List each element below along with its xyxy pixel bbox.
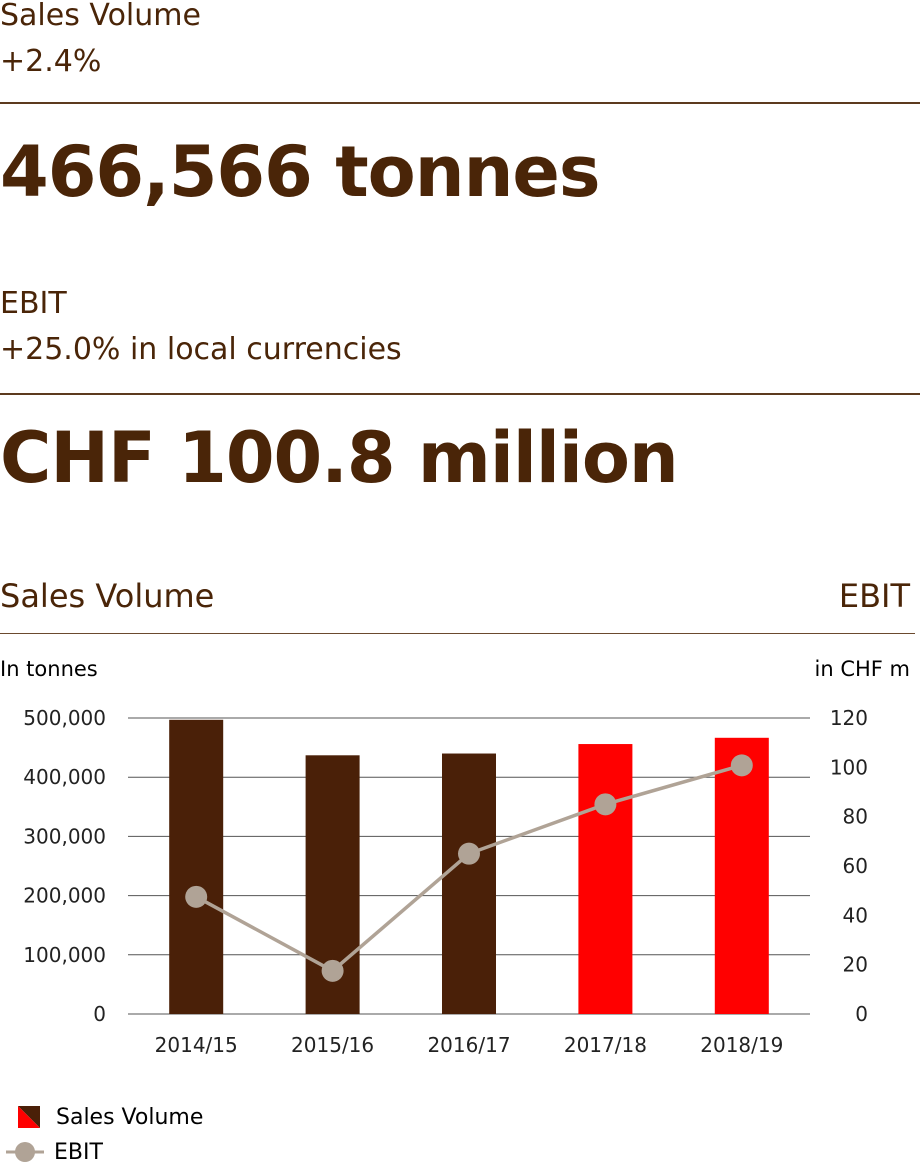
chart-right-title: EBIT [838, 577, 910, 615]
y-left-tick-label: 0 [93, 1002, 106, 1026]
sales-volume-bar [442, 753, 496, 1014]
sales-volume-bar [578, 744, 633, 1014]
y-left-tick-label: 300,000 [23, 824, 106, 848]
y-right-tick-label: 100 [830, 755, 868, 779]
x-tick-label: 2015/16 [291, 1033, 374, 1057]
divider [0, 393, 920, 395]
x-tick-label: 2017/18 [564, 1033, 647, 1057]
sales-kpi-change: +2.4% [0, 44, 102, 79]
legend-label-sales: Sales Volume [56, 1104, 204, 1130]
y-right-tick-label: 60 [843, 854, 868, 878]
legend-item-sales: Sales Volume [18, 1102, 203, 1132]
ebit-point [185, 885, 208, 908]
y-right-tick-label: 120 [830, 706, 868, 730]
x-tick-label: 2016/17 [427, 1033, 510, 1057]
chart-left-title: Sales Volume [0, 577, 215, 615]
ebit-point [321, 959, 344, 982]
ebit-point [458, 842, 480, 865]
ebit-point [594, 793, 617, 816]
sales-volume-bar [169, 719, 224, 1014]
sales-volume-bar [714, 737, 769, 1014]
y-left-tick-label: 400,000 [23, 765, 106, 789]
sales-kpi-label: Sales Volume [0, 0, 201, 33]
legend-item-ebit: EBIT [6, 1137, 103, 1167]
ebit-kpi-change: +25.0% in local currencies [0, 332, 402, 367]
ebit-kpi-value: CHF 100.8 million [0, 417, 679, 499]
x-tick-label: 2018/19 [700, 1033, 783, 1057]
divider [0, 633, 915, 634]
y-right-tick-label: 40 [843, 903, 868, 927]
divider [0, 102, 920, 104]
y-left-tick-label: 500,000 [23, 706, 106, 730]
sales-kpi-value: 466,566 tonnes [0, 131, 601, 213]
y-right-tick-label: 80 [843, 805, 868, 829]
x-tick-label: 2014/15 [155, 1033, 238, 1057]
y-left-tick-label: 200,000 [23, 884, 106, 908]
y-right-tick-label: 20 [843, 953, 868, 977]
y-left-tick-label: 100,000 [23, 943, 106, 967]
ebit-line-marker-icon [6, 1142, 44, 1162]
y-right-tick-label: 0 [855, 1002, 868, 1026]
sales-swatch-icon [18, 1106, 40, 1128]
ebit-point [730, 754, 753, 777]
right-axis-unit: in CHF m [814, 657, 910, 681]
legend-label-ebit: EBIT [54, 1139, 103, 1165]
ebit-kpi-label: EBIT [0, 286, 67, 321]
left-axis-unit: In tonnes [0, 657, 98, 681]
combo-chart: 0 100,000 200,000 300,000 400,000 500,000 0 20 4… [23, 706, 868, 1057]
